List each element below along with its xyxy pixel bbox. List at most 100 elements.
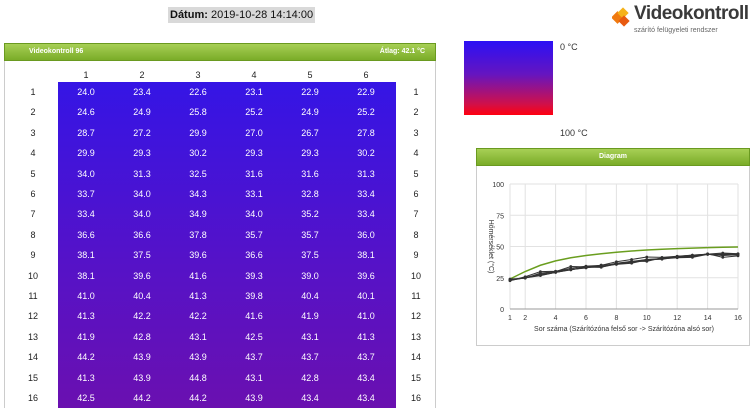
temperature-cell: 43.1 — [189, 331, 207, 342]
row-label-left: 8 — [30, 229, 36, 240]
average-temperature: Átlag: 42.1 °C — [379, 48, 425, 55]
y-axis-label: Hőmérséklet (°C) — [487, 220, 495, 274]
temperature-cell: 30.2 — [189, 148, 207, 159]
row-label-left: 7 — [30, 209, 36, 220]
y-tick-label: 0 — [500, 307, 504, 314]
y-tick-label: 100 — [492, 182, 504, 189]
temperature-cell: 40.4 — [133, 291, 151, 301]
date-label: Dátum: — [170, 9, 208, 21]
series-line — [509, 253, 739, 281]
row-label-right: 6 — [413, 189, 419, 199]
temperature-cell: 42.8 — [133, 331, 151, 342]
temperature-cell: 41.3 — [77, 372, 95, 383]
temperature-cell: 26.7 — [301, 127, 319, 138]
temperature-cell: 43.9 — [189, 352, 207, 363]
data-point — [615, 262, 618, 266]
row-label-right: 16 — [410, 393, 421, 403]
y-tick-label: 75 — [496, 213, 504, 220]
temperature-cell: 42.5 — [245, 331, 263, 342]
temperature-cell: 37.8 — [189, 229, 207, 240]
temperature-cell: 24.6 — [77, 107, 95, 118]
x-tick-label: 12 — [673, 315, 681, 322]
temperature-cell: 43.9 — [133, 372, 151, 383]
temperature-cell: 33.4 — [357, 209, 375, 220]
data-point — [599, 265, 603, 269]
main-panel-header: Videokontroll 96 Átlag: 42.1 °C — [4, 43, 436, 61]
data-point — [660, 257, 664, 261]
row-label-left: 5 — [30, 168, 36, 179]
temperature-cell: 38.1 — [77, 270, 95, 281]
temperature-cell: 39.6 — [133, 270, 151, 281]
temperature-cell: 23.1 — [245, 87, 263, 97]
column-header: 2 — [139, 70, 145, 80]
scale-max-label: 100 °C — [560, 128, 588, 138]
temperature-cell: 34.3 — [189, 189, 207, 199]
temperature-cell: 42.2 — [133, 311, 151, 322]
temperature-cell: 43.9 — [133, 352, 151, 363]
temperature-cell: 43.9 — [245, 393, 263, 403]
diagram-title: Diagram — [598, 153, 627, 160]
series-line — [509, 253, 739, 281]
temperature-cell: 23.4 — [133, 87, 151, 97]
temperature-cell: 25.2 — [245, 107, 263, 118]
data-point — [539, 270, 542, 274]
row-label-left: 16 — [27, 393, 38, 403]
row-label-left: 13 — [27, 331, 38, 342]
temperature-cell: 41.0 — [77, 291, 95, 301]
row-label-right: 10 — [410, 270, 421, 281]
main-panel — [4, 61, 436, 408]
temperature-cell: 31.6 — [301, 168, 319, 179]
row-label-right: 7 — [413, 209, 419, 220]
temperature-cell: 34.0 — [133, 209, 151, 220]
row-label-right: 8 — [413, 229, 419, 240]
row-label-left: 14 — [27, 352, 38, 363]
temperature-cell: 41.3 — [189, 291, 207, 301]
temperature-cell: 43.1 — [301, 331, 319, 342]
y-tick-label: 25 — [496, 276, 504, 283]
data-point — [523, 276, 527, 279]
temperature-cell: 42.5 — [77, 393, 95, 403]
temperature-cell: 44.2 — [133, 393, 151, 403]
temperature-cell: 35.7 — [245, 229, 263, 240]
temperature-cell: 29.3 — [301, 148, 319, 159]
column-header: 1 — [83, 70, 89, 80]
data-point — [539, 272, 542, 276]
x-tick-label: 8 — [614, 315, 618, 322]
temperature-cell: 42.2 — [189, 311, 207, 322]
row-label-right: 2 — [413, 107, 419, 118]
row-label-right: 14 — [410, 352, 421, 363]
data-point — [599, 263, 603, 267]
x-tick-label: 2 — [523, 315, 527, 322]
temperature-cell: 43.7 — [245, 352, 263, 363]
temperature-cell: 29.3 — [133, 148, 151, 159]
temperature-cell: 41.3 — [357, 331, 375, 342]
temperature-cell: 43.4 — [301, 393, 319, 403]
temperature-cell: 28.7 — [77, 127, 95, 138]
temperature-cell: 43.7 — [301, 352, 319, 363]
data-point — [736, 253, 740, 257]
temperature-cell: 25.8 — [189, 107, 207, 118]
date-display: Dátum: 2019-10-28 14:14:00 — [168, 7, 316, 23]
row-label-right: 11 — [411, 291, 421, 301]
data-point — [508, 278, 512, 282]
row-label-left: 12 — [27, 311, 38, 322]
temperature-cell: 24.0 — [77, 87, 95, 97]
temperature-cell: 38.1 — [357, 250, 375, 261]
row-label-left: 10 — [27, 270, 38, 281]
column-header: 3 — [195, 70, 201, 80]
temperature-cell: 31.6 — [245, 168, 263, 179]
temperature-cell: 36.6 — [245, 250, 263, 261]
x-tick-label: 16 — [734, 315, 742, 322]
date-value: 2019-10-28 14:14:00 — [210, 9, 314, 21]
column-header: 4 — [251, 70, 257, 80]
temperature-cell: 41.6 — [245, 311, 263, 322]
y-tick-label: 50 — [496, 245, 504, 252]
temperature-cell: 43.4 — [357, 393, 375, 403]
temperature-cell: 39.8 — [245, 291, 263, 301]
temperature-cell: 43.1 — [245, 372, 263, 383]
temperature-cell: 33.1 — [245, 189, 263, 199]
temperature-cell: 36.6 — [133, 229, 151, 240]
row-label-left: 15 — [27, 372, 38, 383]
temperature-grid — [58, 82, 396, 408]
